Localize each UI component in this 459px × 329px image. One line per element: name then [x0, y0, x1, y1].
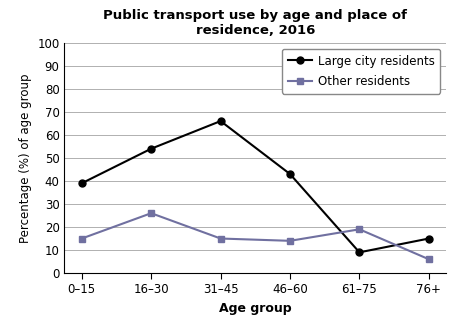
Title: Public transport use by age and place of
residence, 2016: Public transport use by age and place of…	[103, 10, 406, 38]
Legend: Large city residents, Other residents: Large city residents, Other residents	[281, 49, 439, 93]
Other residents	[218, 237, 223, 240]
Large city residents	[356, 250, 361, 254]
Large city residents	[148, 147, 154, 151]
Y-axis label: Percentage (%) of age group: Percentage (%) of age group	[19, 73, 32, 243]
Other residents	[79, 237, 84, 240]
Large city residents	[79, 181, 84, 185]
Large city residents	[425, 237, 431, 240]
Line: Other residents: Other residents	[78, 210, 431, 263]
Other residents	[425, 257, 431, 261]
Line: Large city residents: Large city residents	[78, 117, 431, 256]
X-axis label: Age group: Age group	[218, 302, 291, 315]
Other residents	[148, 211, 154, 215]
Other residents	[286, 239, 292, 243]
Other residents	[356, 227, 361, 231]
Large city residents	[286, 172, 292, 176]
Large city residents	[218, 119, 223, 123]
